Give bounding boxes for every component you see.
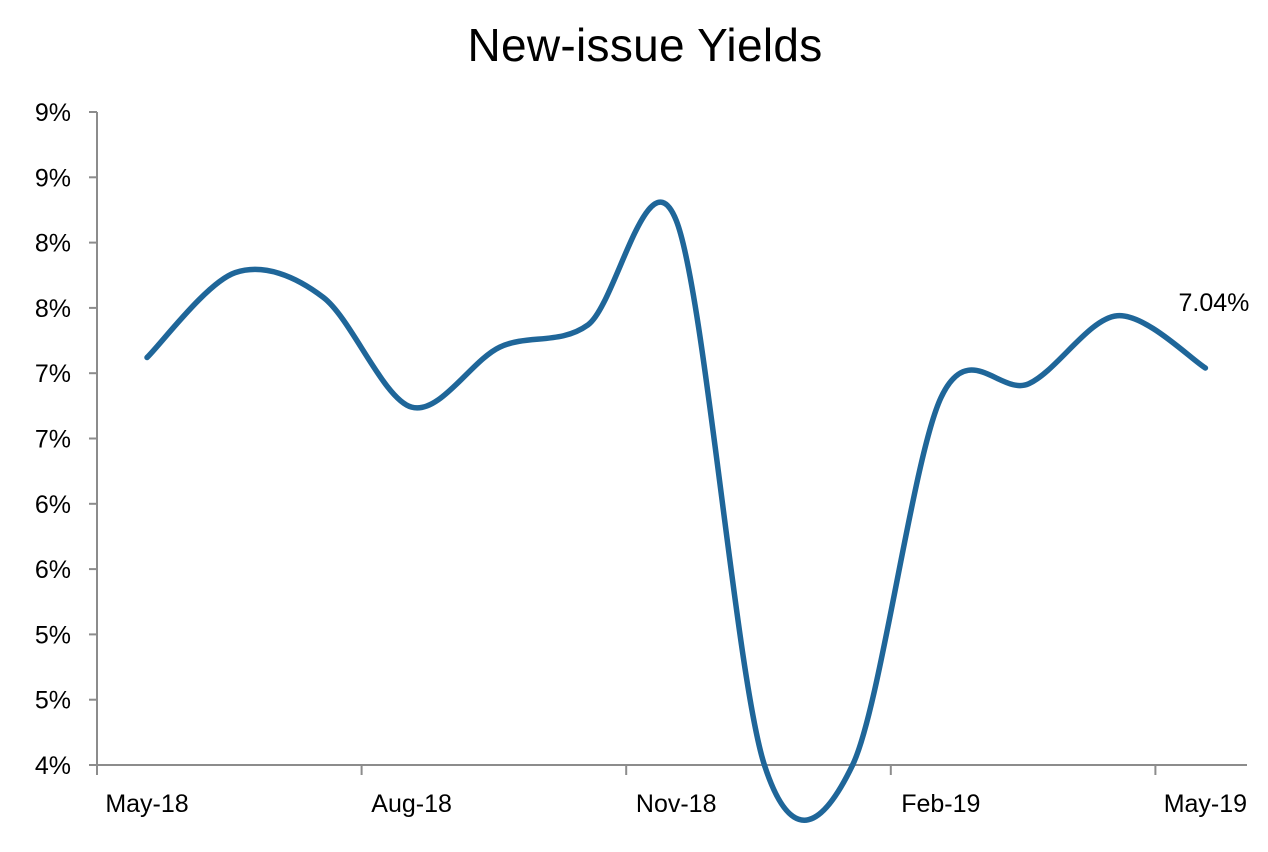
y-tick-label: 8%: [35, 230, 71, 258]
y-tick-label: 4%: [35, 752, 71, 780]
y-tick-label: 8%: [35, 295, 71, 323]
y-tick-label: 7%: [35, 360, 71, 388]
x-tick-label: Nov-18: [636, 790, 717, 818]
y-tick-label: 6%: [35, 556, 71, 584]
series-line: [144, 199, 1209, 823]
x-tick-label: Feb-19: [901, 790, 980, 818]
y-tick-label: 5%: [35, 687, 71, 715]
chart-title: New-issue Yields: [467, 19, 823, 71]
data-labels: 7.04%: [1179, 289, 1250, 317]
y-tick-label: 6%: [35, 491, 71, 519]
y-tick-label: 9%: [35, 164, 71, 192]
y-axis-ticks: 4% 5% 5% 6% 6% 7% 7% 8% 8% 9% 9%: [35, 99, 97, 780]
data-label: 7.04%: [1179, 289, 1250, 317]
y-tick-label: 9%: [35, 99, 71, 127]
x-tick-label: May-18: [105, 790, 188, 818]
x-tick-label: Aug-18: [371, 790, 452, 818]
y-tick-label: 5%: [35, 621, 71, 649]
series-lines: [144, 199, 1209, 823]
y-tick-label: 7%: [35, 426, 71, 454]
x-tick-label: May-19: [1164, 790, 1247, 818]
x-axis-ticks: May-18 Aug-18 Nov-18 Feb-19 May-19: [96, 765, 1247, 818]
